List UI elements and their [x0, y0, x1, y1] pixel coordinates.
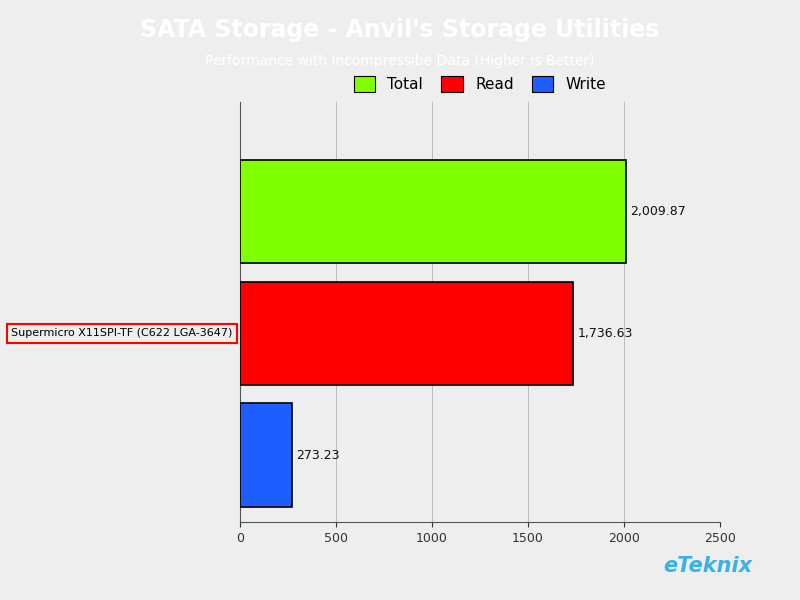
Text: 1,736.63: 1,736.63 — [578, 327, 633, 340]
Text: Performance with Incompressibe Data (Higher is Better): Performance with Incompressibe Data (Hig… — [206, 54, 594, 68]
Text: eTeknix: eTeknix — [663, 556, 752, 576]
Text: Supermicro X11SPI-TF (C622 LGA-3647): Supermicro X11SPI-TF (C622 LGA-3647) — [11, 328, 233, 338]
Text: SATA Storage - Anvil's Storage Utilities: SATA Storage - Anvil's Storage Utilities — [140, 17, 660, 41]
Legend: Total, Read, Write: Total, Read, Write — [348, 70, 612, 98]
Text: 273.23: 273.23 — [296, 449, 340, 461]
Text: 2,009.87: 2,009.87 — [630, 205, 686, 218]
Bar — [240, 160, 626, 263]
Bar — [240, 281, 574, 385]
Bar — [240, 403, 293, 507]
